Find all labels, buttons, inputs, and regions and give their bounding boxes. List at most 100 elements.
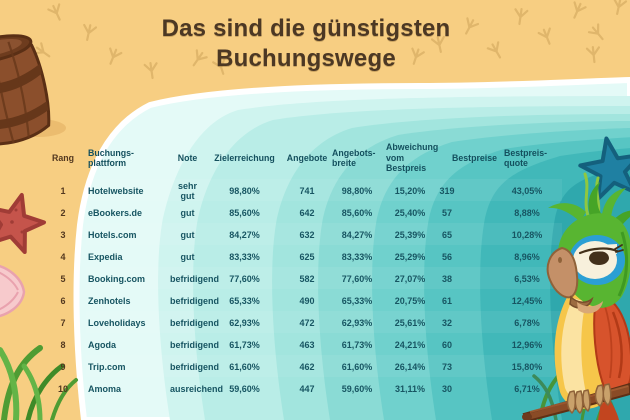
table-cell: 741 <box>299 186 315 196</box>
table-cell: 98,80% <box>229 186 260 196</box>
table-cell: Expedia <box>88 252 123 262</box>
blue-starfish-icon <box>578 136 630 201</box>
table-cell: 319 <box>439 186 455 196</box>
table-cell: 85,60% <box>341 208 373 218</box>
table-cell: befridigend <box>170 296 219 306</box>
table-cell: 6,71% <box>514 384 540 394</box>
table-cell: 43,05% <box>511 186 543 196</box>
table-cell: 61,60% <box>341 362 373 372</box>
table-cell: 61,73% <box>341 340 373 350</box>
table-cell: 56 <box>441 252 452 262</box>
table-cell: 462 <box>299 362 315 372</box>
table-cell: befridigend <box>170 318 219 328</box>
table-cell: 12,45% <box>511 296 543 306</box>
table-cell: eBookers.de <box>88 208 143 218</box>
table-row: 9 Trip.com befridigend 61,60% 462 61,60% 26,14… <box>40 356 562 378</box>
table-cell: 31,11% <box>394 384 426 394</box>
table-cell: 24,21% <box>394 340 426 350</box>
barrel-icon <box>0 34 66 146</box>
table-header-row: Rang Buchungs- plattform Note Zielerreichun… <box>40 136 562 180</box>
column-header: Zielerreichung <box>214 152 275 163</box>
table-cell: 65,33% <box>229 296 260 306</box>
table-cell: 642 <box>299 208 315 218</box>
table-cell: 6,53% <box>514 274 540 284</box>
table-cell: 15,20% <box>394 186 426 196</box>
column-header: Angebote <box>286 152 328 163</box>
table-cell: 84,27% <box>341 230 373 240</box>
rank-cell: 9 <box>60 362 66 372</box>
table-cell: Agoda <box>88 340 116 350</box>
column-header: Bestpreise <box>452 152 497 163</box>
table-cell: 25,29% <box>394 252 426 262</box>
parrot-feet <box>566 383 612 414</box>
table-cell: 65,33% <box>341 296 373 306</box>
table-cell: 62,93% <box>341 318 373 328</box>
table-row: 4 Expedia gut 83,33% 625 83,33% 25,29% 56 8,96% <box>40 246 562 268</box>
table-cell: 582 <box>299 274 315 284</box>
table-cell: 10,28% <box>511 230 543 240</box>
table-cell: 57 <box>441 208 452 218</box>
table-cell: Booking.com <box>88 274 146 284</box>
table-cell: 472 <box>299 318 315 328</box>
table-cell: 77,60% <box>229 274 260 284</box>
table-cell: 8,96% <box>514 252 540 262</box>
table-cell: 32 <box>441 318 452 328</box>
table-cell: 65 <box>441 230 452 240</box>
table-cell: 12,96% <box>511 340 543 350</box>
seashell-icon <box>0 265 26 318</box>
table-cell: 62,93% <box>229 318 260 328</box>
table-cell: 625 <box>299 252 315 262</box>
table-cell: Amoma <box>88 384 122 394</box>
table-cell: 60 <box>441 340 452 350</box>
table-cell: 463 <box>299 340 315 350</box>
table-cell: 61,60% <box>229 362 260 372</box>
table-cell: 98,80% <box>341 186 373 196</box>
rank-cell: 10 <box>57 384 68 394</box>
column-header: Rang <box>52 152 74 163</box>
beach-grass-icon <box>0 345 78 420</box>
table-body: 1 Hotelwebsite sehr gut 98,80% 741 98,80% 15,2… <box>40 180 562 400</box>
table-cell: 6,78% <box>514 318 540 328</box>
page-title: Das sind die günstigsten Buchungswege <box>161 15 451 72</box>
table-cell: 59,60% <box>229 384 260 394</box>
booking-table: Rang Buchungs- plattform Note Zielerreichun… <box>40 136 562 400</box>
table-cell: 26,14% <box>394 362 426 372</box>
rank-cell: 6 <box>60 296 66 306</box>
table-cell: sehr gut <box>177 181 197 201</box>
table-cell: Zenhotels <box>88 296 131 306</box>
rank-cell: 4 <box>60 252 66 262</box>
table-cell: befridigend <box>170 362 219 372</box>
table-row: 7 Loveholidays befridigend 62,93% 472 62,93% 2… <box>40 312 562 334</box>
table-cell: Hotels.com <box>88 230 137 240</box>
table-cell: Hotelwebsite <box>88 186 144 196</box>
column-header: Buchungs- plattform <box>88 147 134 169</box>
table-cell: 77,60% <box>341 274 373 284</box>
table-cell: befridigend <box>170 274 219 284</box>
table-cell: 25,40% <box>394 208 426 218</box>
table-cell: 447 <box>299 384 315 394</box>
table-cell: 8,88% <box>514 208 540 218</box>
table-row: 2 eBookers.de gut 85,60% 642 85,60% 25,40% 57 8,… <box>40 202 562 224</box>
table-row: 1 Hotelwebsite sehr gut 98,80% 741 98,80% 15,2… <box>40 180 562 202</box>
rank-cell: 1 <box>60 186 66 196</box>
table-cell: 27,07% <box>394 274 426 284</box>
table-cell: befridigend <box>170 340 219 350</box>
table-cell: gut <box>180 252 195 262</box>
rank-cell: 8 <box>60 340 66 350</box>
table-cell: Loveholidays <box>88 318 146 328</box>
table-cell: ausreichend <box>170 384 224 394</box>
table-cell: 83,33% <box>229 252 260 262</box>
table-cell: 61,73% <box>229 340 260 350</box>
column-header: Angebots- breite <box>332 147 376 169</box>
table-cell: 84,27% <box>229 230 260 240</box>
rank-cell: 3 <box>60 230 66 240</box>
table-cell: gut <box>180 208 195 218</box>
table-row: 3 Hotels.com gut 84,27% 632 84,27% 25,39% 65 10,… <box>40 224 562 246</box>
table-row: 8 Agoda befridigend 61,73% 463 61,73% 24,21% 60… <box>40 334 562 356</box>
rank-cell: 5 <box>60 274 66 284</box>
column-header: Bestpreis- quote <box>504 147 548 169</box>
column-header: Abweichung vom Bestpreis <box>386 142 439 174</box>
table-cell: 490 <box>299 296 315 306</box>
